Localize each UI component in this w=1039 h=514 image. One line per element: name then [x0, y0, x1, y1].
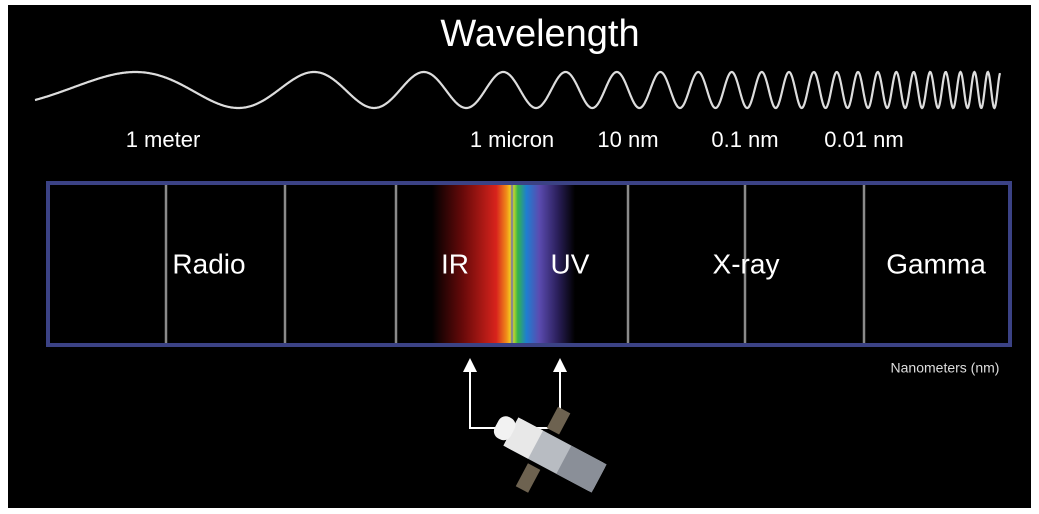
arrow-head: [463, 358, 477, 372]
telescope: [493, 406, 607, 493]
scale-label: 10 nm: [597, 127, 658, 152]
scale-label: 1 micron: [470, 127, 554, 152]
band-label: Gamma: [886, 248, 986, 279]
spectrum-box: [46, 181, 1012, 347]
band-label: UV: [551, 248, 590, 279]
visible-spectrum: [432, 185, 575, 343]
band-label: Radio: [172, 248, 245, 279]
band-label: X-ray: [713, 248, 780, 279]
unit-label: Nanometers (nm): [891, 360, 1000, 376]
wave: [34, 70, 1002, 110]
scale-label: 0.1 nm: [711, 127, 778, 152]
band-label: IR: [441, 248, 469, 279]
title: Wavelength: [440, 13, 639, 55]
scale-label: 0.01 nm: [824, 127, 904, 152]
arrow-head: [553, 358, 567, 372]
scale-label: 1 meter: [126, 127, 201, 152]
